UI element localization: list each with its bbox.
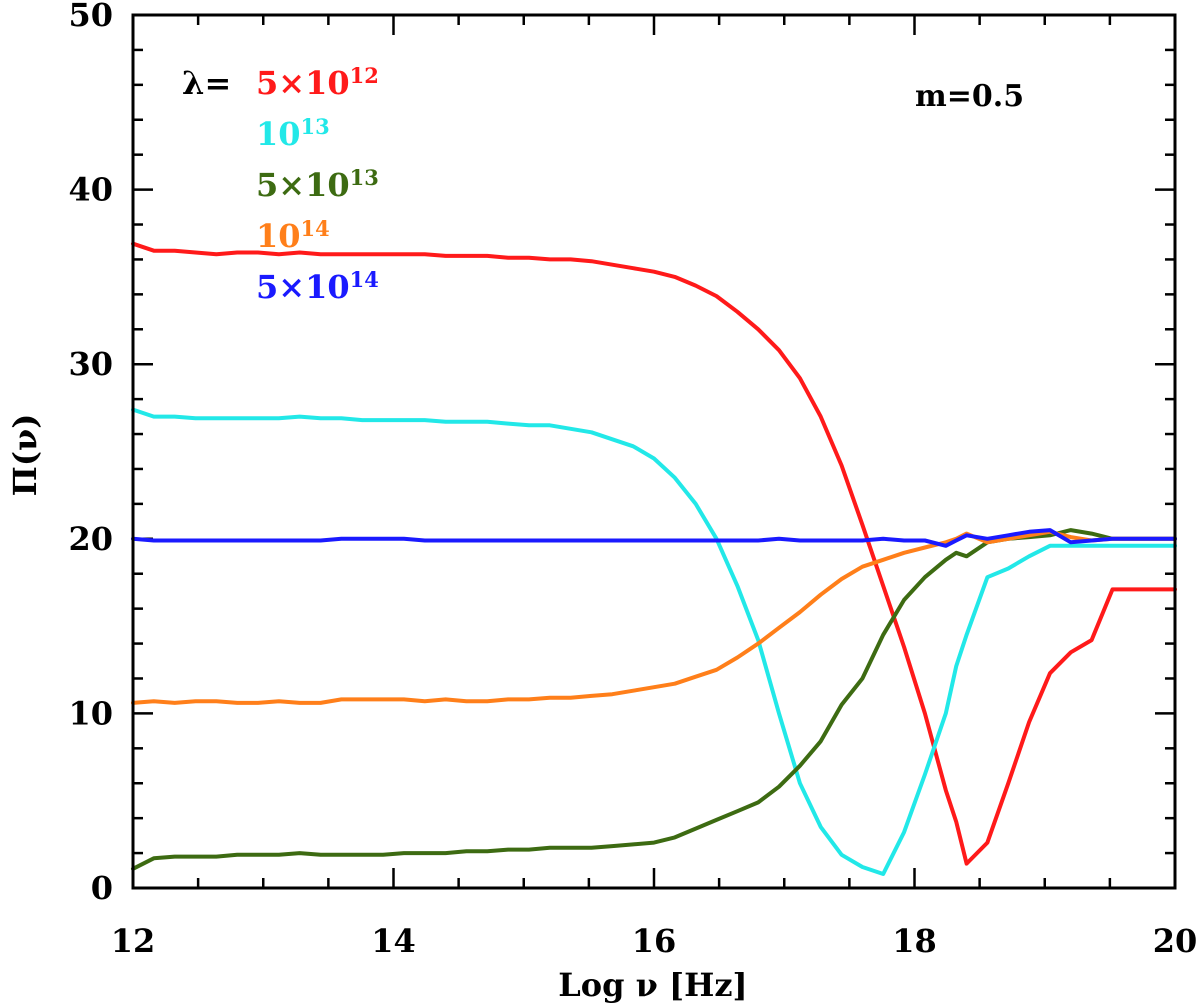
x-tick-label: 16 [632,922,677,960]
legend-entry-5: 5×1014 [256,267,379,306]
legend: λ= 5×1012 1013 5×1013 1014 5×1014 [182,63,379,306]
series-line-5 [131,528,1177,548]
y-tick-label: 20 [68,520,113,558]
legend-entry-2: 1013 [256,114,330,153]
y-tick-label: 10 [68,694,113,732]
tick-labels: 12 14 16 18 20 0 10 20 30 40 50 [68,0,1197,960]
x-tick-label: 20 [1153,922,1198,960]
legend-entry-1: 5×1012 [256,63,379,102]
series-line-4 [131,529,1177,705]
legend-entry-4: 1014 [256,216,330,255]
series-layer [131,241,1177,876]
plot-frame [131,13,1177,890]
series-line-2 [131,407,1177,876]
axis-ticks [131,13,1177,890]
series-line-1 [131,241,1177,866]
x-tick-label: 14 [371,922,416,960]
series-line-3 [131,528,1177,871]
legend-entry-3: 5×1013 [256,165,379,204]
y-tick-label: 50 [68,0,113,34]
x-axis-label: Log ν [Hz] [558,966,747,1004]
x-tick-label: 18 [892,922,937,960]
x-tick-label: 12 [111,922,156,960]
legend-prefix: λ= [182,64,231,102]
m-annotation: m=0.5 [915,79,1024,114]
y-tick-label: 40 [68,171,113,209]
y-tick-label: 0 [91,869,113,907]
y-axis-label: Π(ν) [6,414,44,497]
y-tick-label: 30 [68,345,113,383]
